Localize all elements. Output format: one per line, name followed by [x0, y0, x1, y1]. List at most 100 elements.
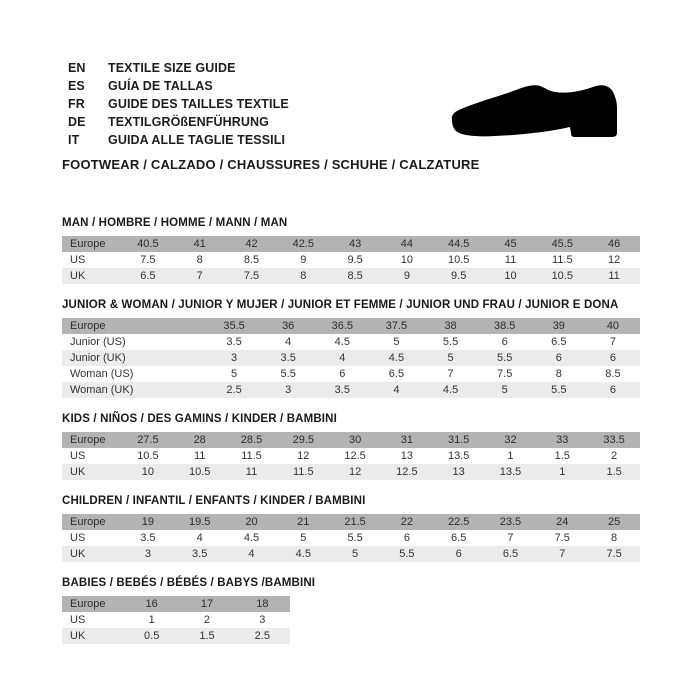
size-cell: 40.5	[122, 236, 174, 252]
size-cell: 3	[261, 382, 316, 398]
size-cell: 5.5	[347, 532, 363, 544]
row-label: Junior (UK)	[62, 350, 207, 366]
size-cell: 44.5	[432, 236, 485, 252]
size-cell: 44	[380, 236, 433, 252]
size-cell: 4.5	[423, 382, 478, 398]
size-cell: 3.5	[261, 350, 316, 366]
size-cell: 29.5	[277, 432, 330, 448]
row-label: Junior (US)	[70, 336, 126, 348]
size-cell: 5.5	[442, 336, 459, 348]
size-cell: 22	[380, 514, 433, 530]
size-cell: 22.5	[432, 514, 485, 530]
size-cell: 6.5	[551, 336, 567, 348]
size-cell: 6	[585, 350, 640, 366]
row-label: UK	[62, 628, 124, 644]
size-table: Europe 40.5 41 42 42.5 43 44 44.5 45 45.5 46 US 7.5 8…	[62, 236, 640, 284]
size-cell: 31	[380, 432, 433, 448]
size-cell: 6.5	[122, 268, 174, 284]
size-cell: 12	[607, 254, 621, 266]
size-table-row: Junior (UK) 3 3.5 4 4.5 5 5.5 6 6	[62, 350, 640, 366]
size-cell: 5	[329, 546, 381, 562]
size-cell: 46	[588, 236, 640, 252]
size-cell: 40	[585, 318, 640, 334]
size-cell: 4	[196, 532, 203, 544]
size-table: Europe 35.5 36 36.5 37.5 38 38.5 39 40 Junior (US…	[62, 318, 640, 398]
row-label: Europe	[62, 514, 122, 530]
size-cell: 7.5	[225, 268, 278, 284]
size-cell: 28.5	[225, 432, 278, 448]
size-table-section: CHILDREN / INFANTIL / ENFANTS / KINDER /…	[62, 495, 640, 562]
size-table-row: UK 10 10.5 11 11.5 12 12.5 13 13.5 1 1.5	[62, 464, 640, 480]
size-cell: 21	[277, 514, 330, 530]
size-cell: 6	[585, 382, 640, 398]
size-table-header-row: Europe 16 17 18	[62, 596, 290, 612]
size-cell: 32	[484, 432, 537, 448]
size-table-section: KIDS / NIÑOS / DES GAMINS / KINDER / BAM…	[62, 413, 640, 480]
size-cell: 8.5	[243, 254, 260, 266]
size-cell: 37.5	[369, 318, 424, 334]
size-cell: 5	[231, 368, 238, 380]
size-cell: 13.5	[447, 450, 470, 462]
size-cell: 11	[588, 268, 640, 284]
size-cell: 21.5	[329, 514, 381, 530]
language-label: GUÍA DE TALLAS	[108, 79, 213, 93]
size-cell: 38.5	[477, 318, 532, 334]
size-cell: 6	[403, 532, 410, 544]
language-guide-list: EN TEXTILE SIZE GUIDE ES GUÍA DE TALLAS FR GU…	[68, 59, 289, 149]
size-cell: 10	[484, 268, 537, 284]
size-cell: 4.5	[243, 532, 260, 544]
size-cell: 42	[225, 236, 278, 252]
size-cell: 3.5	[140, 532, 156, 544]
language-row: DE TEXTILGRÖßENFÜHRUNG	[68, 113, 289, 131]
size-cell: 10.5	[173, 464, 226, 480]
size-cell: 8	[196, 254, 203, 266]
size-cell: 6	[501, 336, 508, 348]
size-cell: 0.5	[124, 628, 180, 644]
size-cell: 8	[277, 268, 330, 284]
size-cell: 5.5	[477, 350, 532, 366]
size-cell: 24	[536, 514, 589, 530]
size-cell: 7	[536, 546, 589, 562]
size-cell: 1	[536, 464, 589, 480]
language-row: ES GUÍA DE TALLAS	[68, 77, 289, 95]
size-cell: 10	[122, 464, 174, 480]
row-label: US	[70, 614, 86, 626]
size-cell: 7	[447, 368, 454, 380]
size-cell: 23.5	[484, 514, 537, 530]
size-cell: 36	[261, 318, 316, 334]
size-cell: 6.5	[451, 532, 467, 544]
language-label: GUIDA ALLE TAGLIE TESSILI	[108, 133, 286, 147]
row-label: US	[70, 532, 86, 544]
size-table-section: BABIES / BEBÉS / BÉBÉS / BABYS /BAMBINI E…	[62, 577, 640, 644]
size-cell: 6.5	[388, 368, 405, 380]
row-label: Europe	[62, 432, 122, 448]
size-cell: 30	[329, 432, 381, 448]
size-cell: 16	[124, 596, 180, 612]
size-cell: 5	[423, 350, 478, 366]
size-cell: 5	[393, 336, 400, 348]
size-cell: 2	[611, 450, 618, 462]
size-cell: 1.5	[554, 450, 570, 462]
size-cell: 20	[225, 514, 278, 530]
size-table-header-row: Europe 40.5 41 42 42.5 43 44 44.5 45 45.5 46	[62, 236, 640, 252]
size-cell: 35.5	[207, 318, 262, 334]
size-table-row: UK 3 3.5 4 4.5 5 5.5 6 6.5 7 7.5	[62, 546, 640, 562]
size-cell: 6.5	[484, 546, 537, 562]
row-label: UK	[62, 268, 122, 284]
size-cell: 3.5	[173, 546, 226, 562]
size-cell: 7.5	[140, 254, 156, 266]
row-label: US	[70, 450, 86, 462]
size-cell: 2.5	[234, 628, 290, 644]
category-heading: FOOTWEAR / CALZADO / CHAUSSURES / SCHUHE…	[62, 157, 480, 172]
size-cell: 5.5	[380, 546, 433, 562]
size-table-title: CHILDREN / INFANTIL / ENFANTS / KINDER /…	[62, 495, 366, 507]
size-cell: 36.5	[315, 318, 370, 334]
size-cell: 10.5	[536, 268, 589, 284]
row-label: Woman (US)	[70, 368, 134, 380]
size-cell: 3.5	[315, 382, 370, 398]
size-cell: 38	[423, 318, 478, 334]
size-cell: 19	[122, 514, 174, 530]
language-label: TEXTILGRÖßENFÜHRUNG	[108, 115, 269, 129]
size-cell: 7.5	[497, 368, 513, 380]
